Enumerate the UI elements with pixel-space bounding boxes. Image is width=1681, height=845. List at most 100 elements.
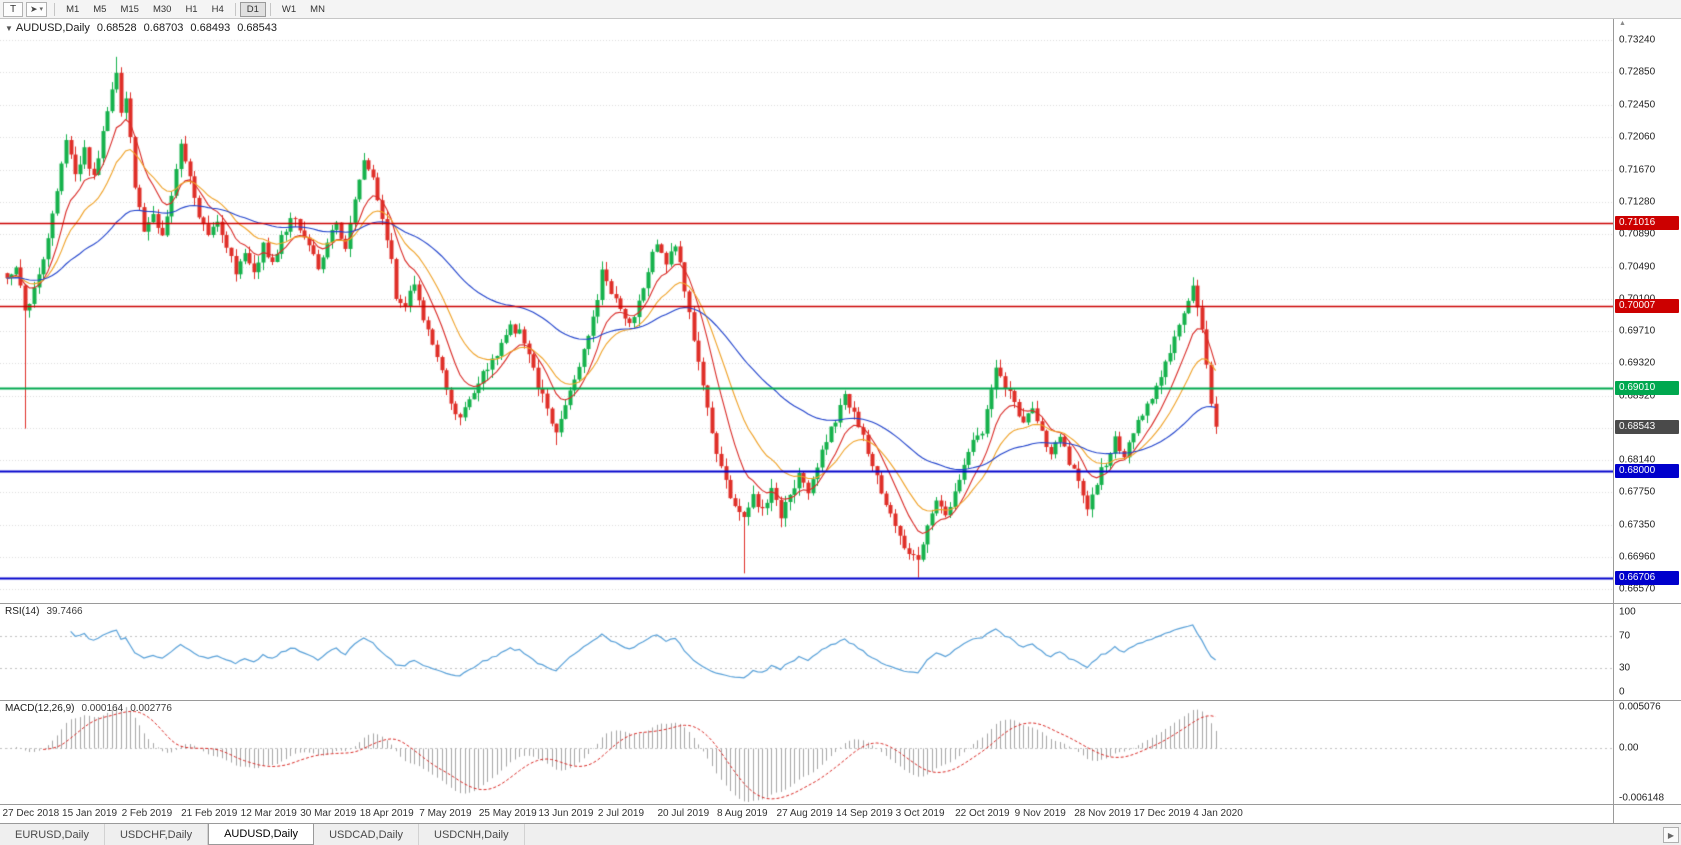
date-axis-label: 27 Aug 2019 — [776, 808, 833, 819]
macd-indicator-label: MACD(12,26,9) 0.000164 0.002776 — [5, 703, 179, 714]
axis-tick-label: 30 — [1619, 662, 1631, 674]
date-axis-label: 27 Dec 2018 — [2, 808, 60, 819]
ohlc-low: 0.68493 — [190, 22, 231, 34]
date-axis-label: 2 Feb 2019 — [121, 808, 173, 819]
chevron-down-icon: ▾ — [39, 6, 44, 13]
current-price-badge: 0.68543 — [1615, 419, 1679, 434]
cursor-icon: ➤ — [30, 3, 38, 14]
chart-panels: ▼ AUDUSD,Daily 0.68528 0.68703 0.68493 0… — [0, 19, 1681, 823]
date-axis-label: 20 Jul 2019 — [657, 808, 710, 819]
timeframe-button-m5[interactable]: M5 — [93, 3, 107, 15]
axis-tick-label: 70 — [1619, 630, 1631, 642]
text-tool-label: T — [9, 3, 17, 15]
date-axis-label: 15 Jan 2019 — [62, 808, 118, 819]
date-axis-label: 21 Feb 2019 — [181, 808, 238, 819]
date-axis-label: 14 Sep 2019 — [836, 808, 893, 819]
timeframe-button-w1[interactable]: W1 — [281, 3, 297, 15]
chart-tabs: EURUSD,Daily USDCHF,Daily AUDUSD,Daily USDC… — [0, 824, 525, 845]
ohlc-high: 0.68703 — [143, 22, 184, 34]
chart-tab-usdcad[interactable]: USDCAD,Daily — [314, 824, 420, 845]
timeframe-toolbar: T ➤ ▾ M1 M5 M15 M30 H1 H4 D1 W1 MN — [0, 0, 1681, 19]
axis-tick-label: -0.006148 — [1619, 792, 1665, 804]
chart-tabs-bar: EURUSD,Daily USDCHF,Daily AUDUSD,Daily USDC… — [0, 823, 1681, 845]
ohlc-close: 0.68543 — [237, 22, 277, 34]
rsi-name: RSI(14) — [5, 606, 40, 617]
price-axis[interactable]: ▲ 0.73240 0.72850 0.72450 0.72060 0.71670 0.7… — [1613, 19, 1681, 603]
rsi-panel: RSI(14) 39.7466 100 70 30 0 — [0, 603, 1681, 700]
timeframe-button-mn[interactable]: MN — [310, 3, 325, 15]
macd-canvas[interactable] — [0, 701, 1613, 804]
axis-tick-label: 0.70890 — [1619, 228, 1656, 240]
date-axis-label: 30 Mar 2019 — [300, 808, 357, 819]
date-axis-label: 22 Oct 2019 — [955, 808, 1010, 819]
axis-tick-label: 0.005076 — [1619, 701, 1661, 713]
time-axis[interactable]: 27 Dec 2018 15 Jan 2019 2 Feb 2019 21 Feb 2… — [0, 805, 1613, 823]
macd-value-signal: 0.002776 — [130, 703, 172, 714]
cursor-tool-button[interactable]: ➤ ▾ — [26, 1, 48, 17]
toolbar-separator — [54, 2, 56, 16]
axis-tick-label: 0.70490 — [1619, 261, 1656, 273]
time-axis-corner — [1613, 805, 1681, 823]
axis-scroll-up-icon[interactable]: ▲ — [1619, 20, 1626, 27]
axis-tick-label: 0.69320 — [1619, 357, 1656, 369]
collapse-chart-icon[interactable]: ▼ — [5, 23, 13, 33]
price-chart-canvas[interactable] — [0, 19, 1613, 603]
timeframe-button-h1[interactable]: H1 — [185, 3, 198, 15]
timeframe-button-m15[interactable]: M15 — [120, 3, 139, 15]
price-panel: ▼ AUDUSD,Daily 0.68528 0.68703 0.68493 0… — [0, 19, 1681, 603]
timeframe-button-d1[interactable]: D1 — [239, 1, 266, 17]
date-axis-label: 12 Mar 2019 — [240, 808, 297, 819]
date-axis-label: 18 Apr 2019 — [359, 808, 414, 819]
level-price-badge: 0.71016 — [1615, 216, 1679, 231]
date-axis-label: 25 May 2019 — [478, 808, 537, 819]
axis-tick-label: 0.66570 — [1619, 583, 1656, 595]
axis-tick-label: 0.68140 — [1619, 454, 1656, 466]
axis-tick-label: 0.69710 — [1619, 325, 1656, 337]
axis-tick-label: 0.68920 — [1619, 390, 1656, 402]
macd-name: MACD(12,26,9) — [5, 703, 75, 714]
level-price-badge: 0.66706 — [1615, 570, 1679, 585]
axis-tick-label: 0.72450 — [1619, 99, 1656, 111]
axis-tick-label: 0.72850 — [1619, 66, 1656, 78]
axis-tick-label: 0.67750 — [1619, 486, 1656, 498]
toolbar-separator — [269, 2, 271, 16]
rsi-canvas[interactable] — [0, 604, 1613, 700]
timeframe-button-m30[interactable]: M30 — [152, 3, 172, 15]
axis-tick-label: 0.70100 — [1619, 293, 1655, 304]
chart-tab-usdchf[interactable]: USDCHF,Daily — [104, 824, 209, 845]
date-axis-label: 8 Aug 2019 — [716, 808, 768, 819]
rsi-plot[interactable]: RSI(14) 39.7466 — [0, 604, 1613, 700]
chart-tab-usdcnh[interactable]: USDCNH,Daily — [419, 824, 525, 845]
axis-tick-label: 0 — [1619, 686, 1625, 698]
date-axis-label: 3 Oct 2019 — [895, 808, 945, 819]
chart-ohlc-title: ▼ AUDUSD,Daily 0.68528 0.68703 0.68493 0… — [5, 22, 284, 34]
tab-scroll-right-button[interactable]: ▶ — [1663, 827, 1679, 843]
date-axis-label: 17 Dec 2019 — [1133, 808, 1191, 819]
date-axis-label: 13 Jun 2019 — [538, 808, 594, 819]
rsi-value: 39.7466 — [46, 606, 83, 617]
macd-panel: MACD(12,26,9) 0.000164 0.002776 0.005076… — [0, 700, 1681, 804]
chart-symbol-label: AUDUSD,Daily — [15, 22, 90, 34]
date-axis-label: 4 Jan 2020 — [1193, 808, 1243, 819]
macd-value-main: 0.000164 — [81, 703, 124, 714]
axis-tick-label: 0.73240 — [1619, 34, 1656, 46]
axis-tick-label: 0.67350 — [1619, 519, 1656, 531]
timeframe-buttons: M1 M5 M15 M30 H1 H4 D1 W1 MN — [50, 0, 332, 18]
date-axis-label: 28 Nov 2019 — [1074, 808, 1131, 819]
timeframe-button-h4[interactable]: H4 — [211, 3, 224, 15]
price-plot[interactable]: ▼ AUDUSD,Daily 0.68528 0.68703 0.68493 0… — [0, 19, 1613, 603]
axis-tick-label: 0.66960 — [1619, 551, 1656, 563]
chart-tab-audusd[interactable]: AUDUSD,Daily — [208, 824, 315, 845]
axis-tick-label: 100 — [1619, 606, 1636, 618]
rsi-axis[interactable]: 100 70 30 0 — [1613, 604, 1681, 700]
axis-tick-label: 0.00 — [1619, 742, 1639, 754]
time-axis-row: 27 Dec 2018 15 Jan 2019 2 Feb 2019 21 Feb 2… — [0, 804, 1681, 823]
chart-tab-eurusd[interactable]: EURUSD,Daily — [0, 824, 105, 845]
level-price-badge: 0.69010 — [1615, 381, 1679, 396]
text-tool-button[interactable]: T — [3, 1, 23, 17]
timeframe-button-m1[interactable]: M1 — [66, 3, 80, 15]
macd-axis[interactable]: 0.005076 0.00 -0.006148 — [1613, 701, 1681, 804]
macd-plot[interactable]: MACD(12,26,9) 0.000164 0.002776 — [0, 701, 1613, 804]
date-axis-label: 7 May 2019 — [419, 808, 472, 819]
